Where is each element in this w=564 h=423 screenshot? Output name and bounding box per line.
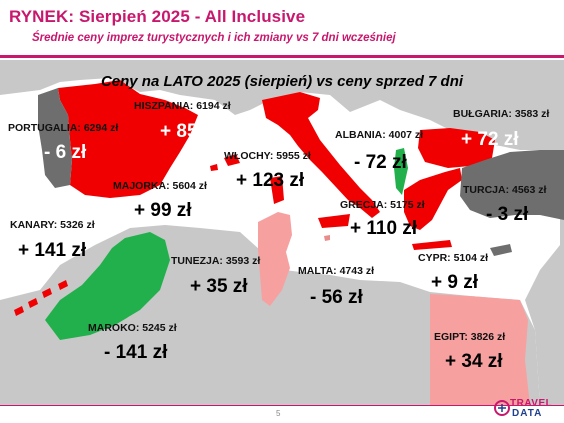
label-hiszpania: HISZPANIA: 6194 zł [134,100,231,112]
wlochy-area [262,92,380,218]
egipt-area [430,294,530,405]
change-maroko: - 141 zł [104,342,168,363]
label-malta: MALTA: 4743 zł [298,265,375,277]
kanary-area-3 [58,280,68,290]
label-cypr: CYPR: 5104 zł [418,252,489,264]
label-bulgaria: BUŁGARIA: 3583 zł [453,108,550,120]
logo-mark-icon [494,400,510,416]
label-kanary: KANARY: 5326 zł [10,219,95,231]
label-turcja: TURCJA: 4563 zł [463,184,547,196]
label-portugalia: PORTUGALIA: 6294 zł [8,122,119,134]
change-majorka: + 99 zł [134,200,192,221]
label-albania: ALBANIA: 4007 zł [335,129,424,141]
footer-divider [0,405,564,406]
label-egipt: EGIPT: 3826 zł [434,331,506,343]
change-kanary: + 141 zł [18,240,87,261]
majorka-area [224,154,240,166]
page-title: RYNEK: Sierpień 2025 - All Inclusive [9,7,306,26]
malta-area [324,235,330,241]
albania-area [394,148,408,195]
logo-text-data: DATA [512,408,543,419]
change-egipt: + 34 zł [445,351,503,372]
change-hiszpania: + 85 zł [160,121,218,142]
label-wlochy: WŁOCHY: 5955 zł [224,150,311,162]
cypr-area [490,244,512,256]
logo-text-travel: TRAVEL [510,398,553,409]
maroko-area [45,232,170,340]
turcja-area [460,150,564,220]
bulgaria-area [418,128,495,168]
kanary-area-1 [28,298,38,308]
kanary-area-4 [14,306,24,316]
label-grecja: GRECJA: 5175 zł [340,199,425,211]
change-grecja: + 110 zł [350,218,418,239]
page-subtitle: Średnie ceny imprez turystycznych i ich … [32,32,396,44]
change-bulgaria: + 72 zł [461,129,519,150]
tunezja-area [258,212,292,306]
map-title: Ceny na LATO 2025 (sierpień) vs ceny spr… [100,73,464,90]
change-albania: - 72 zł [354,152,407,173]
travel-data-logo: TRAVEL DATA [494,396,560,422]
land-east [525,150,564,405]
change-portugalia: - 6 zł [44,142,87,163]
label-maroko: MAROKO: 5245 zł [88,322,177,334]
label-tunezja: TUNEZJA: 3593 zł [171,255,261,267]
sycylia-area [318,214,350,228]
change-wlochy: + 123 zł [236,170,305,191]
header-divider [0,55,564,58]
grecja-area [404,168,462,230]
map-svg [0,60,564,405]
change-tunezja: + 35 zł [190,276,248,297]
majorka-area-2 [210,164,218,171]
page-number: 5 [276,409,281,418]
kanary-area-2 [42,288,52,298]
change-turcja: - 3 zł [486,204,529,225]
change-malta: - 56 zł [310,287,363,308]
map [0,60,564,405]
sardynia-area [270,176,284,204]
label-majorka: MAJORKA: 5604 zł [113,180,207,192]
portugalia-area [38,88,72,188]
land-north [0,60,564,150]
kreta-area [412,240,452,250]
change-cypr: + 9 zł [431,272,478,293]
hiszpania-area [58,80,198,198]
